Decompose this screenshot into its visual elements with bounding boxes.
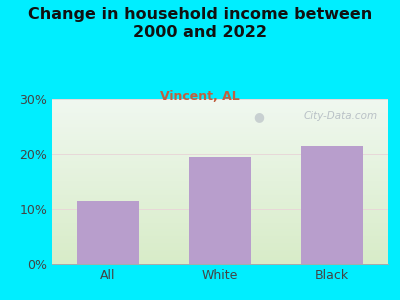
Text: ●: ● [254, 110, 264, 124]
Text: City-Data.com: City-Data.com [304, 110, 378, 121]
Bar [77, 201, 139, 264]
Text: Change in household income between
2000 and 2022: Change in household income between 2000 … [28, 8, 372, 40]
Bar [189, 157, 251, 264]
Text: Vincent, AL: Vincent, AL [160, 90, 240, 103]
Bar [301, 146, 363, 264]
